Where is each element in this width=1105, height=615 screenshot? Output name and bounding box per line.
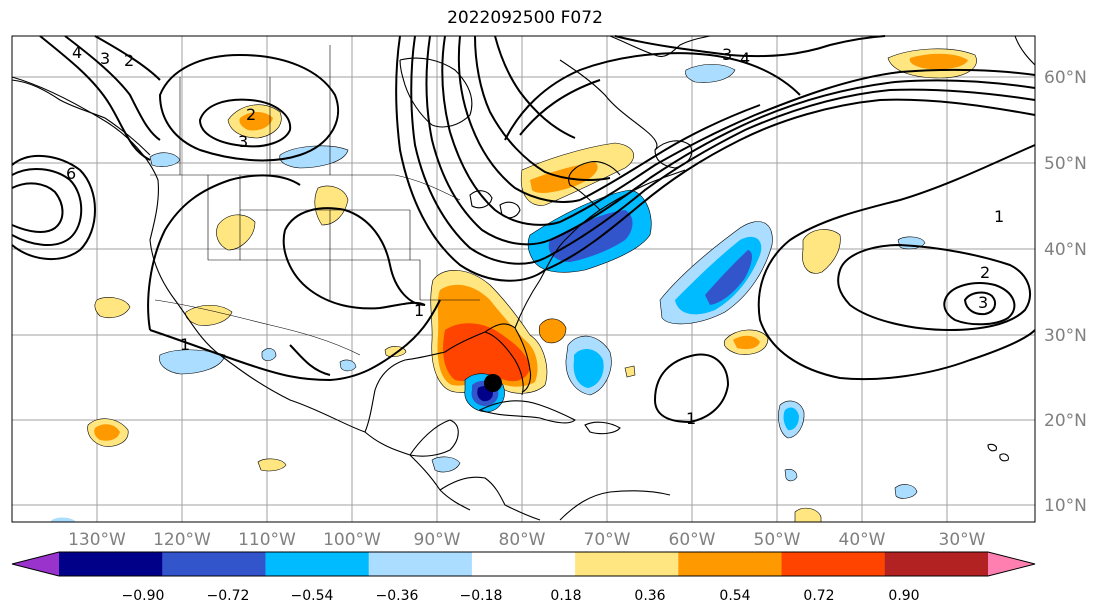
contour-labels: 4 3 2 6 2 3 1 1 1 2 3 1 3 4 — [66, 43, 1004, 428]
contour-label: 3 — [722, 45, 732, 64]
colorbar-outline — [11, 551, 1036, 577]
political-borders — [150, 45, 480, 356]
lat-label: 60°N — [1044, 68, 1087, 88]
colorbar-segment — [162, 552, 266, 576]
colorbar — [11, 551, 1036, 577]
lon-label: 130°W — [68, 530, 126, 550]
storm-center-marker — [484, 374, 502, 392]
lon-label: 90°W — [414, 530, 461, 550]
colorbar-extend-high — [988, 552, 1035, 576]
lon-label: 70°W — [584, 530, 631, 550]
colorbar-tick-label: 0.36 — [634, 588, 665, 604]
contour-label: 6 — [66, 164, 76, 183]
colorbar-segment — [781, 552, 886, 576]
colorbar-segment — [59, 552, 163, 576]
colorbar-tick-label: 0.18 — [550, 588, 581, 604]
latitude-labels: 60°N 50°N 40°N 30°N 20°N 10°N — [1044, 68, 1087, 516]
lat-label: 30°N — [1044, 326, 1087, 346]
colorbar-segment — [265, 552, 370, 576]
lon-label: 120°W — [153, 530, 211, 550]
contour-label: 4 — [72, 43, 82, 62]
colorbar-segment — [368, 552, 473, 576]
colorbar-segment — [884, 552, 989, 576]
lat-label: 40°N — [1044, 240, 1087, 260]
map-frame — [11, 35, 1036, 523]
colorbar-segment — [575, 552, 679, 576]
colorbar-tick-label: −0.18 — [460, 588, 503, 604]
colorbar-tick-label: −0.54 — [291, 588, 334, 604]
lon-label: 30°W — [939, 530, 986, 550]
colorbar-segment — [471, 552, 576, 576]
lat-label: 50°N — [1044, 154, 1087, 174]
colorbar-tick-label: −0.72 — [207, 588, 250, 604]
lon-label: 80°W — [499, 530, 546, 550]
contour-label: 1 — [180, 335, 190, 354]
colorbar-tick-label: 0.54 — [719, 588, 750, 604]
contour-label: 3 — [100, 49, 110, 68]
lon-label: 60°W — [669, 530, 716, 550]
colorbar-tick-label: 0.72 — [803, 588, 834, 604]
colorbar-tick-label: −0.36 — [376, 588, 419, 604]
lon-label: 110°W — [238, 530, 296, 550]
contour-label: 3 — [978, 293, 988, 312]
contour-label: 2 — [246, 105, 256, 124]
longitude-labels: 130°W 120°W 110°W 100°W 90°W 80°W 70°W 6… — [68, 530, 986, 550]
contour-label: 1 — [994, 207, 1004, 226]
colorbar-extend-low — [12, 552, 59, 576]
contour-label: 1 — [686, 409, 696, 428]
map-title: 2022092500 F072 — [447, 8, 603, 28]
colorbar-tick-label: −0.90 — [122, 588, 165, 604]
contour-lines — [11, 35, 1036, 424]
contour-label: 2 — [124, 51, 134, 70]
colorbar-tick-label: 0.90 — [888, 588, 919, 604]
lon-label: 100°W — [323, 530, 381, 550]
lon-label: 50°W — [754, 530, 801, 550]
contour-label: 1 — [414, 301, 424, 320]
contour-label: 3 — [238, 132, 248, 151]
colorbar-tick-labels: −0.90 −0.72 −0.54 −0.36 −0.18 0.18 0.36 … — [122, 588, 920, 604]
contour-label: 4 — [740, 49, 750, 68]
colorbar-segment — [678, 552, 783, 576]
lon-label: 40°W — [839, 530, 886, 550]
lat-label: 20°N — [1044, 411, 1087, 431]
contour-label: 2 — [980, 263, 990, 282]
lat-label: 10°N — [1044, 496, 1087, 516]
